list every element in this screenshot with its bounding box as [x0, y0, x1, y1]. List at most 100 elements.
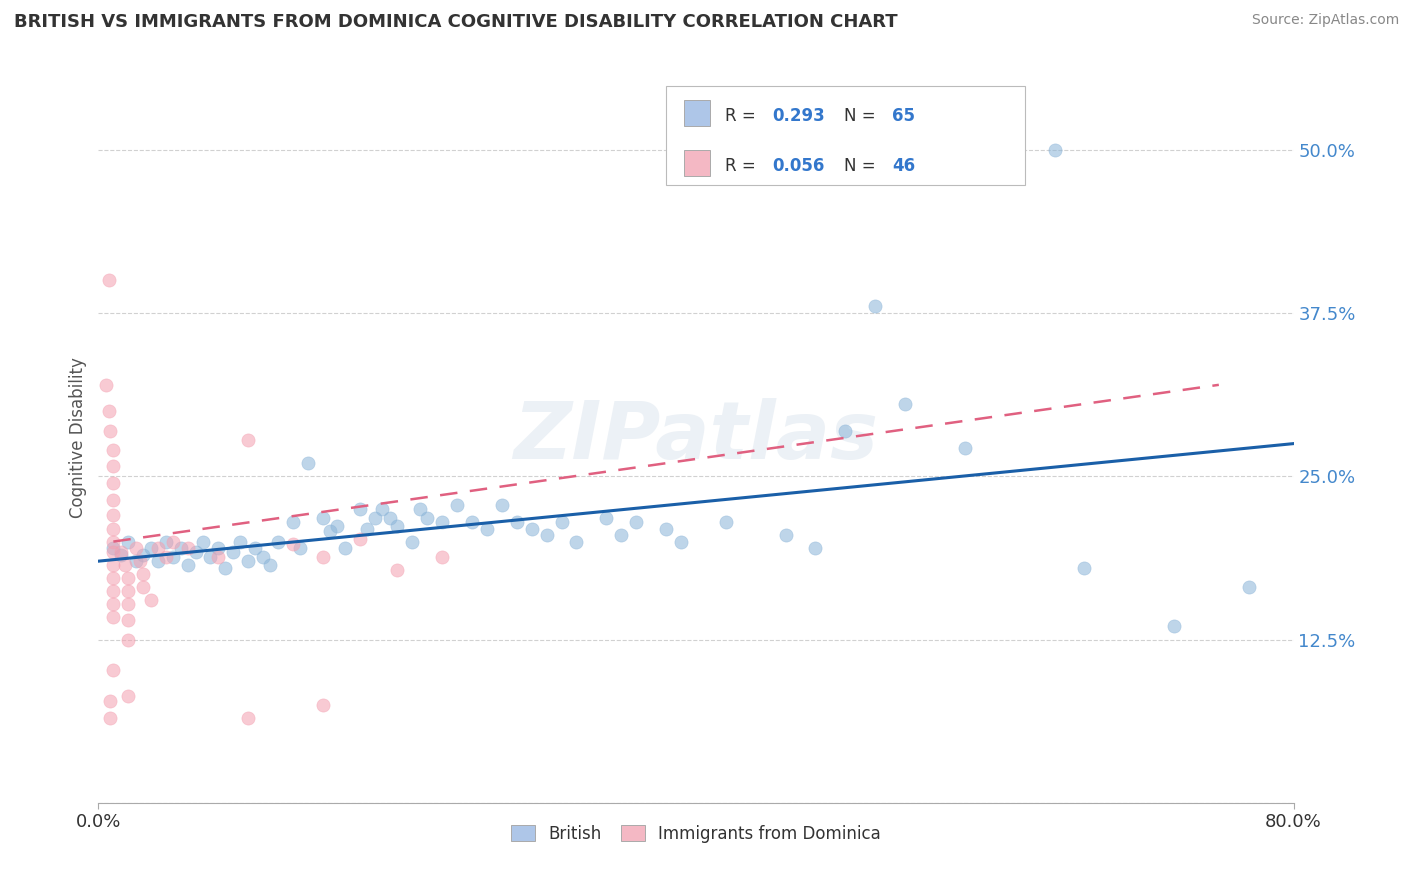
Point — [236, 711, 259, 725]
Point — [103, 458, 125, 473]
Legend: British, Immigrants from Dominica: British, Immigrants from Dominica — [505, 818, 887, 849]
Point — [125, 541, 148, 555]
Point — [430, 515, 453, 529]
Point — [103, 663, 125, 677]
Point — [1043, 143, 1066, 157]
Point — [475, 521, 498, 535]
FancyBboxPatch shape — [685, 150, 710, 176]
Point — [103, 584, 125, 599]
Text: 0.293: 0.293 — [772, 107, 825, 125]
Point — [669, 534, 692, 549]
FancyBboxPatch shape — [666, 86, 1025, 185]
Point — [446, 498, 468, 512]
Point — [236, 554, 259, 568]
Point — [103, 571, 125, 585]
Point — [103, 545, 125, 559]
Point — [103, 521, 125, 535]
Point — [200, 550, 222, 565]
Point — [103, 534, 125, 549]
Point — [139, 593, 162, 607]
Point — [162, 550, 184, 565]
Point — [169, 541, 191, 555]
Point — [461, 515, 484, 529]
Point — [834, 424, 856, 438]
Point — [378, 511, 401, 525]
Point — [408, 502, 430, 516]
Point — [297, 456, 319, 470]
Point — [117, 597, 139, 611]
Point — [117, 632, 139, 647]
Point — [491, 498, 513, 512]
Point — [207, 541, 229, 555]
Point — [281, 515, 304, 529]
Point — [401, 534, 423, 549]
Point — [222, 545, 245, 559]
Point — [371, 502, 394, 516]
Point — [565, 534, 588, 549]
Point — [349, 532, 371, 546]
Point — [536, 528, 558, 542]
Text: N =: N = — [844, 107, 882, 125]
Point — [148, 554, 170, 568]
Point — [103, 508, 125, 523]
Text: 65: 65 — [891, 107, 915, 125]
Text: R =: R = — [724, 107, 761, 125]
Point — [319, 524, 342, 538]
Text: Source: ZipAtlas.com: Source: ZipAtlas.com — [1251, 13, 1399, 28]
Point — [1237, 580, 1260, 594]
Point — [311, 698, 333, 712]
Point — [114, 558, 136, 573]
Point — [229, 534, 252, 549]
Point — [103, 443, 125, 458]
Point — [626, 515, 648, 529]
Text: 0.056: 0.056 — [772, 157, 825, 175]
Text: 46: 46 — [891, 157, 915, 175]
Point — [148, 541, 170, 555]
Point — [430, 550, 453, 565]
Point — [155, 550, 177, 565]
Point — [177, 541, 200, 555]
Point — [132, 548, 155, 562]
Point — [714, 515, 737, 529]
Point — [94, 377, 117, 392]
Point — [132, 580, 155, 594]
Point — [117, 613, 139, 627]
Point — [155, 534, 177, 549]
Point — [110, 545, 132, 559]
Point — [139, 541, 162, 555]
Point — [191, 534, 214, 549]
Point — [259, 558, 281, 573]
Point — [506, 515, 529, 529]
Point — [110, 548, 132, 562]
Point — [326, 519, 349, 533]
Point — [117, 534, 139, 549]
Point — [311, 550, 333, 565]
Point — [953, 441, 976, 455]
Point — [894, 397, 917, 411]
Point — [550, 515, 572, 529]
Point — [520, 521, 543, 535]
Point — [184, 545, 207, 559]
Point — [364, 511, 387, 525]
Point — [1163, 619, 1185, 633]
Point — [129, 554, 152, 568]
Text: N =: N = — [844, 157, 882, 175]
Point — [125, 554, 148, 568]
Point — [214, 560, 236, 574]
Point — [385, 563, 409, 577]
Text: BRITISH VS IMMIGRANTS FROM DOMINICA COGNITIVE DISABILITY CORRELATION CHART: BRITISH VS IMMIGRANTS FROM DOMINICA COGN… — [14, 13, 897, 31]
Point — [177, 558, 200, 573]
Point — [103, 610, 125, 624]
Point — [610, 528, 633, 542]
Point — [356, 521, 378, 535]
Text: ZIPatlas: ZIPatlas — [513, 398, 879, 476]
Point — [595, 511, 617, 525]
Y-axis label: Cognitive Disability: Cognitive Disability — [69, 357, 87, 517]
Point — [117, 584, 139, 599]
Point — [349, 502, 371, 516]
Point — [162, 534, 184, 549]
Point — [333, 541, 356, 555]
FancyBboxPatch shape — [685, 101, 710, 127]
Point — [416, 511, 439, 525]
Point — [245, 541, 267, 555]
